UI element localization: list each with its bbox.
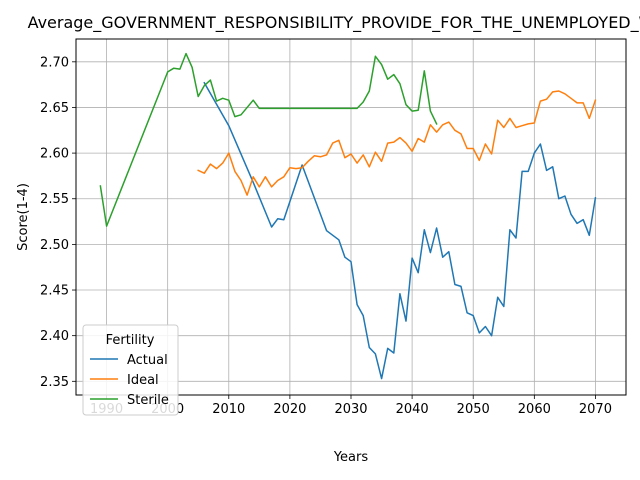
x-tick-label: 2020 [273, 402, 306, 417]
y-tick-label: 2.45 [40, 284, 69, 299]
series-line-ideal [197, 90, 597, 196]
y-tick-label: 2.65 [40, 101, 69, 116]
y-tick-label: 2.50 [40, 238, 69, 253]
y-tick-label: 2.40 [40, 329, 69, 344]
legend-title: Fertility [106, 333, 155, 348]
series-line-actual [203, 81, 597, 380]
legend-label-ideal: Ideal [127, 373, 159, 388]
legend-items: Actual Ideal Sterile [90, 353, 169, 408]
x-tick-label: 2050 [457, 402, 490, 417]
x-axis-label: Years [333, 450, 369, 465]
y-axis-label: Score(1-4) [16, 183, 31, 251]
y-tick-label: 2.70 [40, 55, 69, 70]
legend-label-sterile: Sterile [127, 393, 169, 408]
y-tick-label: 2.60 [40, 147, 69, 162]
legend-box [82, 324, 179, 416]
grid [76, 39, 626, 395]
x-tick-label: 2070 [579, 402, 612, 417]
series-line-sterile [99, 52, 438, 227]
chart-title: Average_GOVERNMENT_RESPONSIBILITY_PROVID… [28, 13, 640, 33]
x-tick-label: 2010 [212, 402, 245, 417]
legend-label-actual: Actual [127, 353, 168, 368]
y-tick-label: 2.55 [40, 192, 69, 207]
x-tick-label: 2040 [396, 402, 429, 417]
y-axis-ticks: 2.35 2.40 2.45 2.50 2.55 2.60 2.65 2.70 [40, 55, 76, 390]
x-tick-label: 2060 [518, 402, 551, 417]
y-tick-label: 2.35 [40, 375, 69, 390]
legend: Fertility Actual Ideal Sterile [82, 324, 179, 416]
x-tick-label: 2030 [334, 402, 367, 417]
series-lines [99, 52, 597, 380]
